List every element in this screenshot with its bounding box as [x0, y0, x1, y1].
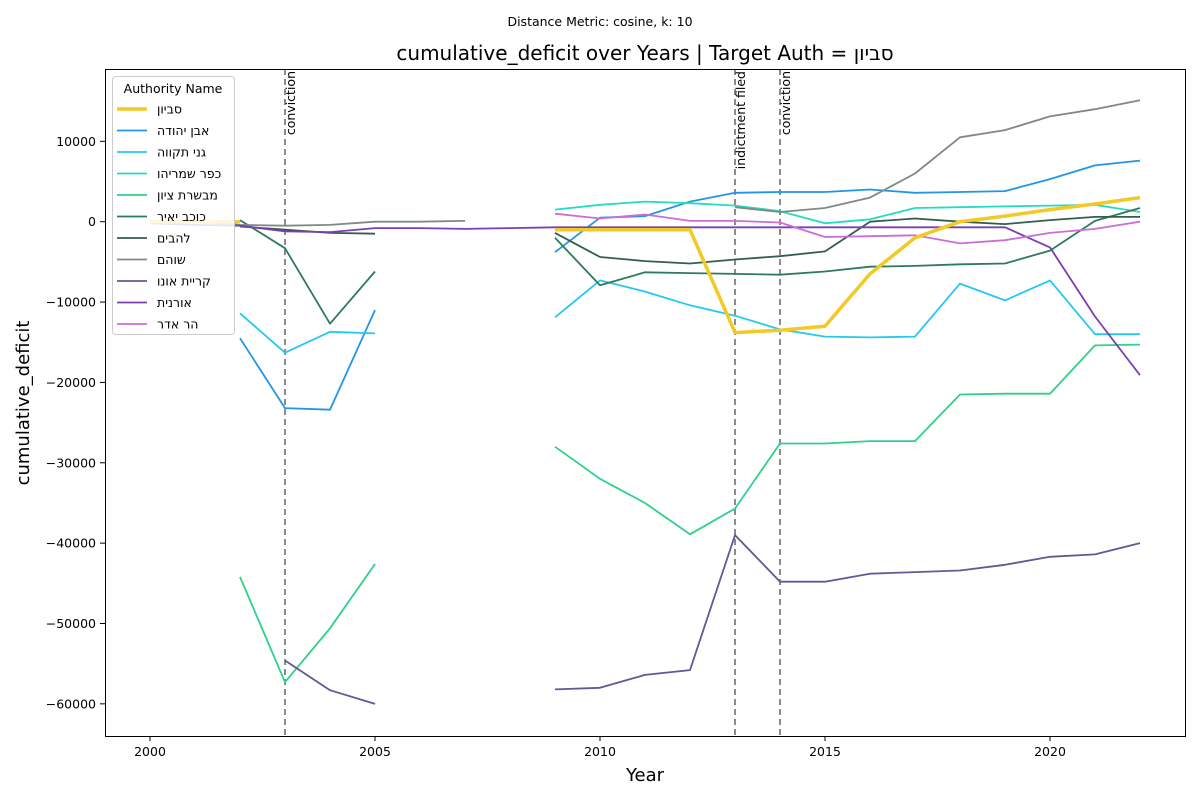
series-line	[239, 219, 376, 325]
legend: Authority Name סביון אבן יהודה גני תקווה כפ…	[112, 76, 235, 335]
y-axis: −60000 −50000 −40000 −30000 −20000 −10000 0 100…	[46, 134, 105, 711]
legend-title: Authority Name	[124, 81, 223, 96]
series-line	[554, 534, 1141, 691]
legend-label: אבן יהודה	[157, 123, 209, 138]
series-line	[554, 212, 1141, 245]
legend-label: כוכב יאיר	[157, 209, 206, 224]
series-line	[239, 312, 376, 354]
legend-label: מבשרת ציון	[157, 188, 218, 203]
event-label: conviction	[283, 71, 298, 135]
y-tick-label: −30000	[46, 455, 96, 470]
y-tick-label: −50000	[46, 616, 96, 631]
legend-label: כפר שמריהו	[157, 166, 221, 181]
series-line	[554, 159, 1141, 253]
legend-label: אורנית	[157, 295, 192, 310]
x-tick-label: 2015	[809, 744, 841, 759]
y-tick-label: −40000	[46, 536, 96, 551]
legend-label: הר אדר	[157, 317, 198, 332]
series-line	[555, 195, 1141, 335]
x-tick-label: 2000	[134, 744, 166, 759]
series-line	[554, 216, 1140, 265]
series-line	[554, 207, 1141, 287]
legend-box	[112, 76, 235, 335]
y-tick-label: 0	[88, 214, 96, 229]
legend-label: שוהם	[157, 252, 186, 267]
y-tick-label: −10000	[46, 295, 96, 310]
legend-label: להבים	[157, 231, 191, 246]
series-line	[554, 200, 1141, 225]
legend-label: סביון	[157, 102, 182, 117]
event-label: conviction	[778, 71, 793, 135]
y-tick-label: −60000	[46, 696, 96, 711]
event-label: indictment filed	[733, 71, 748, 169]
legend-label: קריית אונו	[157, 274, 211, 289]
x-tick-label: 2010	[584, 744, 616, 759]
legend-label: גני תקווה	[157, 145, 206, 160]
series-line	[734, 99, 1141, 213]
plot-frame	[105, 69, 1186, 737]
series-line	[239, 563, 376, 684]
y-tick-label: 10000	[56, 134, 96, 149]
legend-items: סביון אבן יהודה גני תקווה כפר שמריהו מבשרת צ…	[117, 102, 221, 332]
y-axis-label: cumulative_deficit	[13, 321, 34, 486]
x-tick-label: 2005	[359, 744, 391, 759]
chart-title: cumulative_deficit over Years | Target A…	[396, 41, 893, 65]
x-tick-label: 2020	[1034, 744, 1066, 759]
plot-area: conviction indictment filed conviction	[149, 69, 1141, 736]
series-line	[239, 309, 376, 411]
chart-suptitle: Distance Metric: cosine, k: 10	[507, 14, 692, 29]
series-line	[554, 279, 1140, 339]
x-axis-label: Year	[625, 765, 665, 786]
series-line	[284, 659, 376, 705]
series-line	[554, 343, 1141, 536]
series-line	[149, 222, 1141, 376]
y-tick-label: −20000	[46, 375, 96, 390]
x-axis: 2000 2005 2010 2015 2020	[134, 736, 1066, 759]
